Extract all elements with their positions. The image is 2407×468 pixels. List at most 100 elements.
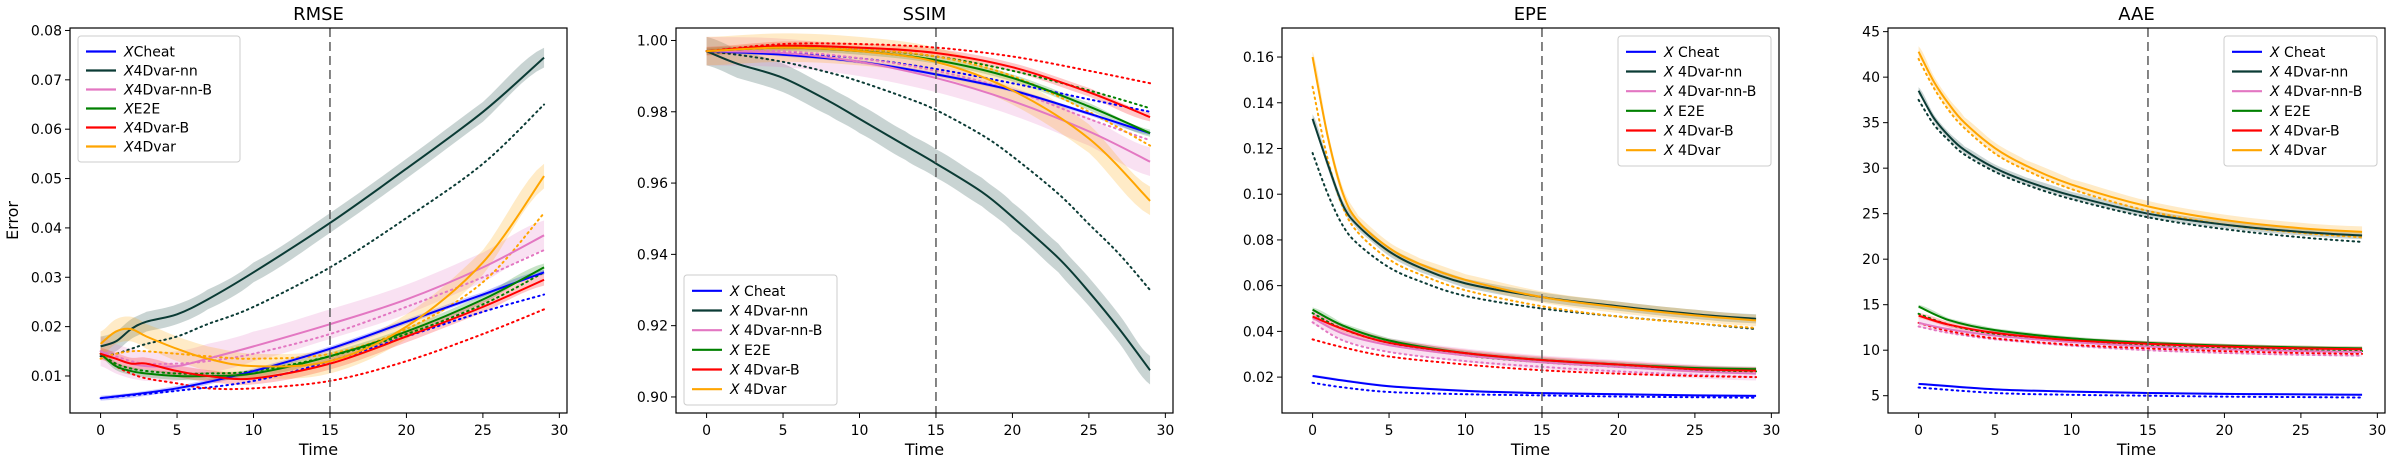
x-tick-label: 20	[2216, 423, 2234, 439]
legend-label-x-e2e: X E2E	[729, 343, 771, 359]
dotted-line-x4dvar-nn-b	[99, 249, 546, 365]
y-tick-label: 0.04	[1243, 324, 1274, 340]
y-tick-label: 0.06	[31, 122, 62, 138]
dotted-line-x-4dvar-nn-b	[1311, 321, 1758, 379]
dotted-line-x-cheat	[1917, 386, 2364, 399]
axes-frame	[1281, 27, 1780, 414]
legend-label-x4dvar-nn-b: X4Dvar-nn-B	[123, 83, 212, 99]
band-x-e2e	[1918, 304, 2363, 351]
x-tick-label: 15	[2139, 423, 2157, 439]
chart-aae: 0 5 10 15 20 25 30 5 10 15 20 25 30 35 40 45 AAE Time X Ch…	[1862, 4, 2386, 459]
chart-rmse: 0 5 10 15 20 25 30 0.01 0.02 0.03 0.04 0.05 0.06 0.07…	[3, 4, 568, 459]
y-tick-label: 0.05	[31, 172, 62, 188]
legend-frame	[1617, 35, 1772, 167]
y-tick-label: 45	[1862, 25, 1880, 41]
y-tick-label: 0.07	[31, 73, 62, 89]
legend-label-x-4dvar-nn: X 4Dvar-nn	[1663, 65, 1742, 81]
legend-label-x-4dvar: X 4Dvar	[729, 382, 787, 398]
legend-label-x-4dvar-b: X 4Dvar-B	[1663, 124, 1734, 140]
legend: X Cheat X 4Dvar-nn X 4Dvar-nn-B X E2E X 4Dva…	[2223, 35, 2378, 167]
dotted-line-x-4dvar-nn-b	[1917, 325, 2364, 357]
x-tick-label: 30	[1156, 423, 1174, 439]
legend-label-x-4dvar-nn: X 4Dvar-nn	[729, 304, 808, 320]
legend: X Cheat X 4Dvar-nn X 4Dvar-nn-B X E2E X 4Dva…	[1617, 35, 1772, 167]
legend-label-xe2e: XE2E	[123, 102, 160, 118]
legend-label-x-cheat: X Cheat	[729, 284, 786, 300]
legend-label-x-e2e: X E2E	[2269, 104, 2311, 120]
y-tick-label: 0.90	[637, 390, 668, 406]
dotted-line-x-4dvar-b	[1311, 338, 1758, 379]
dotted-line-x4dvar-b	[99, 308, 546, 391]
y-tick-label: 0.06	[1243, 279, 1274, 295]
y-tick-label: 0.02	[31, 320, 62, 336]
line-x4dvar-nn	[100, 56, 545, 348]
band-x-4dvar-nn	[1312, 114, 1757, 324]
chart-title: SSIM	[903, 4, 947, 25]
line-x-4dvar-nn-b	[1312, 316, 1757, 375]
x-tick-label: 20	[1004, 423, 1022, 439]
legend: X Cheat X 4Dvar-nn X 4Dvar-nn-B X E2E X 4Dva…	[683, 274, 838, 406]
line-x4dvar-b	[100, 278, 545, 381]
y-tick-label: 1.00	[637, 33, 668, 49]
y-tick-label: 0.96	[637, 176, 668, 192]
x-tick-label: 0	[702, 423, 711, 439]
x-tick-label: 5	[173, 423, 182, 439]
y-tick-label: 0.04	[31, 221, 62, 237]
line-x-4dvar-nn-b	[1918, 321, 2363, 354]
legend-label-x-e2e: X E2E	[1663, 104, 1705, 120]
line-x-4dvar	[706, 46, 1151, 202]
band-x-4dvar-nn	[1918, 87, 2363, 240]
line-x-4dvar-nn	[1917, 90, 2363, 237]
y-tick-label: 0.94	[637, 247, 668, 263]
x-tick-label: 25	[474, 423, 492, 439]
y-tick-label: 0.01	[31, 369, 62, 385]
y-tick-label: 10	[1862, 343, 1880, 359]
x-tick-label: 30	[1762, 423, 1780, 439]
y-tick-label: 30	[1862, 161, 1880, 177]
line-x-4dvar-nn	[1311, 118, 1757, 320]
x-tick-label: 0	[96, 423, 105, 439]
plot-area	[1917, 46, 2364, 399]
line-x-4dvar-b	[706, 44, 1151, 119]
legend-label-x-cheat: X Cheat	[2269, 45, 2326, 61]
y-tick-label: 35	[1862, 116, 1880, 132]
x-axis-label: Time	[298, 440, 338, 459]
x-tick-label: 30	[2368, 423, 2386, 439]
band-x-4dvar-nn-b	[1312, 310, 1757, 381]
band-x-4dvar-nn	[706, 36, 1151, 385]
x-tick-label: 25	[1686, 423, 1704, 439]
x-axis-label: Time	[2116, 440, 2156, 459]
x-tick-label: 20	[398, 423, 416, 439]
y-tick-label: 0.03	[31, 270, 62, 286]
y-tick-label: 0.16	[1243, 50, 1274, 66]
band-x-4dvar	[1918, 46, 2363, 238]
x-tick-label: 5	[1385, 423, 1394, 439]
chart-ssim: 0 5 10 15 20 25 30 0.90 0.92 0.94 0.96 0.98 1.00 SSIM…	[637, 4, 1174, 459]
x-tick-label: 0	[1308, 423, 1317, 439]
x-tick-label: 0	[1914, 423, 1923, 439]
y-tick-label: 0.08	[1243, 233, 1274, 249]
legend-label-x-cheat: X Cheat	[1663, 45, 1720, 61]
x-tick-label: 5	[1991, 423, 2000, 439]
line-x-4dvar-nn	[706, 50, 1151, 371]
chart-title: RMSE	[293, 4, 344, 25]
legend-label-x-4dvar: X 4Dvar	[2269, 143, 2327, 159]
line-x-4dvar	[1917, 51, 2363, 233]
x-tick-label: 25	[1080, 423, 1098, 439]
y-tick-label: 15	[1862, 298, 1880, 314]
legend-label-x4dvar: X4Dvar	[123, 140, 176, 156]
line-x-4dvar	[1311, 56, 1757, 322]
y-tick-label: 0.14	[1243, 96, 1274, 112]
legend-label-x-4dvar-nn-b: X 4Dvar-nn-B	[729, 323, 822, 339]
plot-area	[705, 33, 1152, 385]
dotted-line-x4dvar-nn	[99, 103, 546, 358]
legend-frame	[2223, 35, 2378, 167]
line-x-4dvar-b	[1918, 314, 2363, 351]
x-tick-label: 20	[1610, 423, 1628, 439]
line-xcheat	[100, 271, 545, 400]
axes-frame	[69, 27, 568, 414]
chart-title: AAE	[2118, 4, 2155, 25]
x-tick-label: 10	[1457, 423, 1475, 439]
dotted-line-x-4dvar-b	[705, 42, 1152, 85]
y-tick-label: 20	[1862, 252, 1880, 268]
